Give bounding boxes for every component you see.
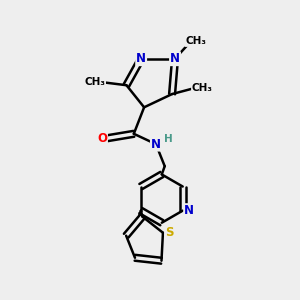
Text: O: O [97, 132, 107, 145]
Text: N: N [184, 204, 194, 217]
Text: N: N [136, 52, 146, 65]
Text: N: N [151, 138, 161, 151]
Text: S: S [165, 226, 174, 239]
Text: CH₃: CH₃ [192, 83, 213, 93]
Text: CH₃: CH₃ [185, 36, 206, 46]
Text: N: N [170, 52, 180, 65]
Text: H: H [164, 134, 172, 144]
Text: CH₃: CH₃ [84, 77, 105, 87]
